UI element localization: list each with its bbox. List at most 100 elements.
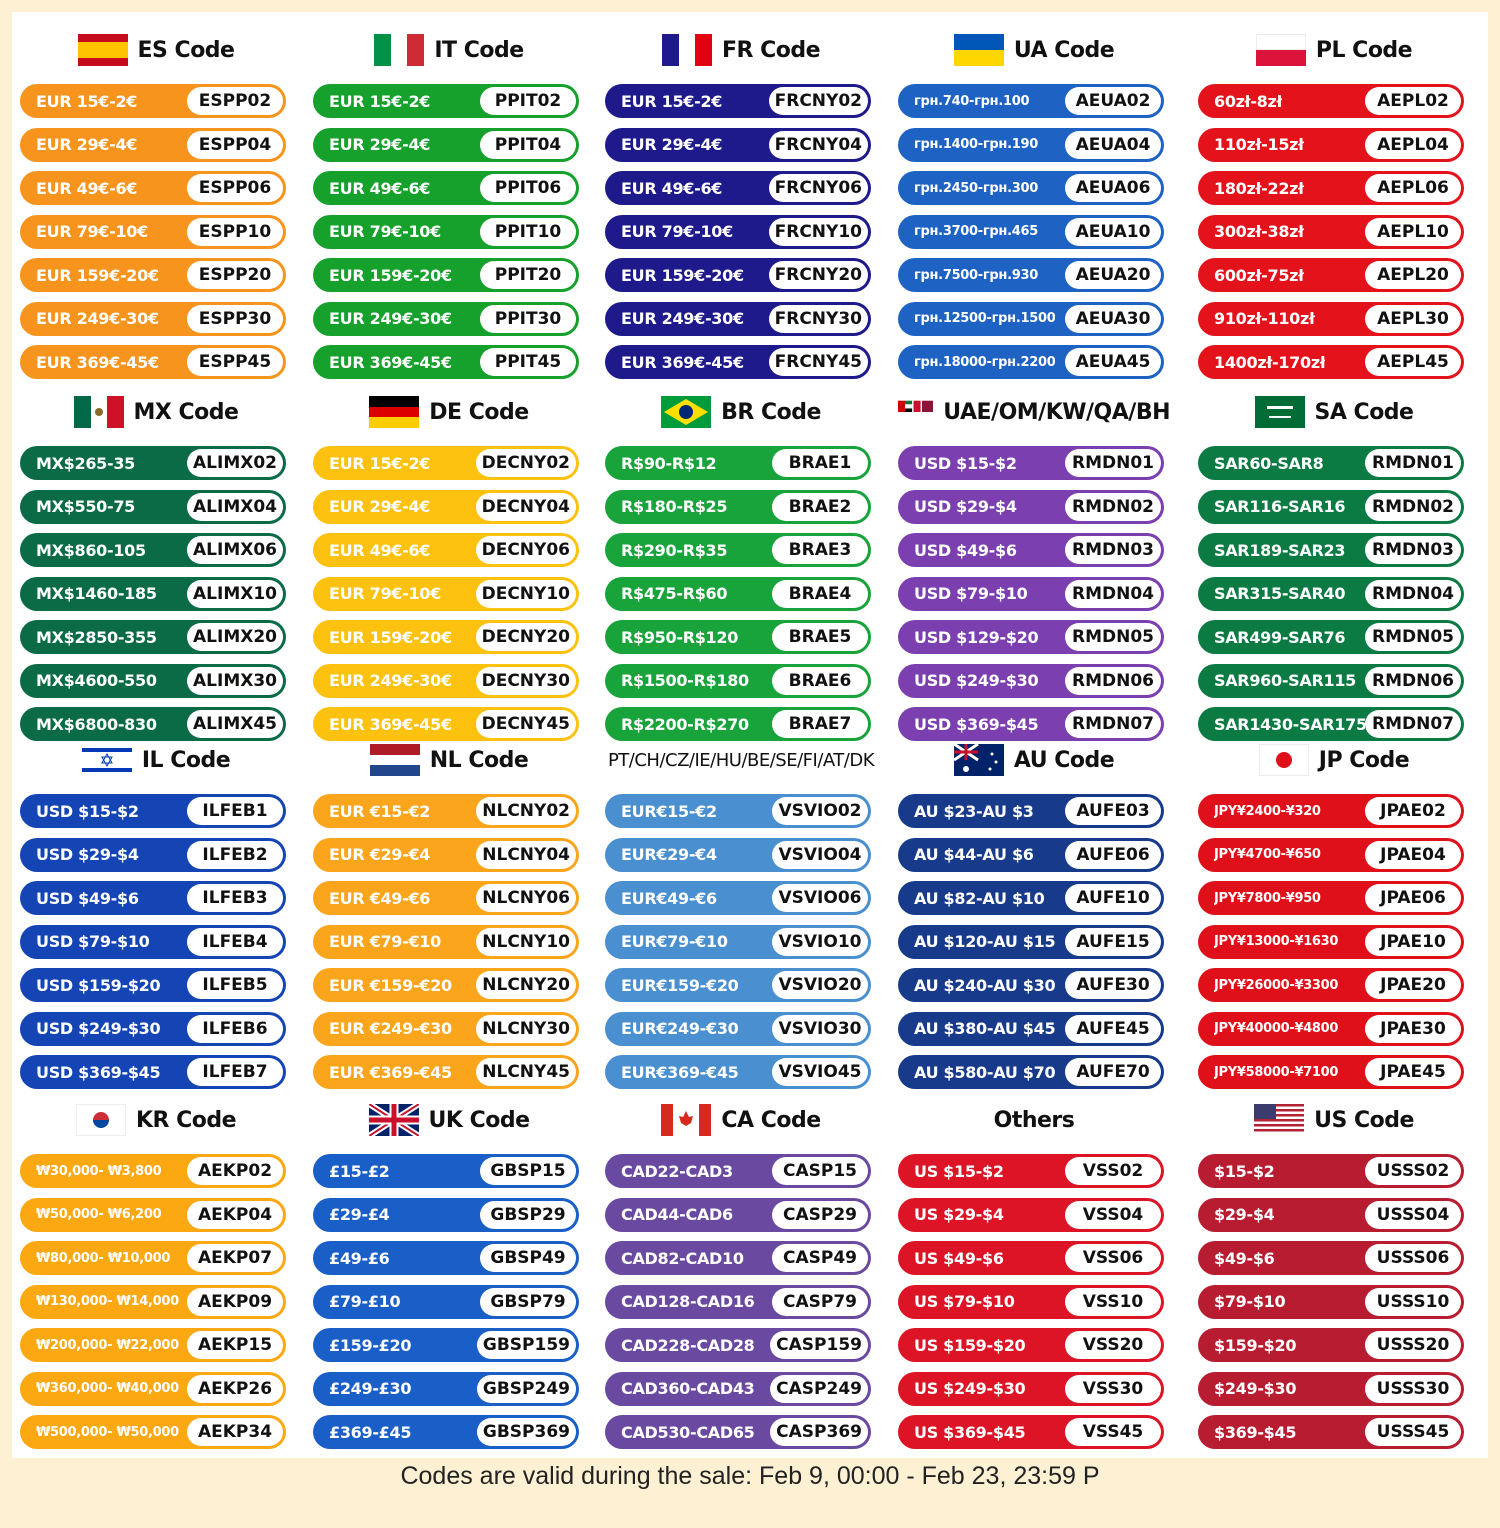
coupon-code[interactable]: CASP29 (772, 1200, 868, 1229)
coupon-code[interactable]: ESPP04 (187, 130, 283, 159)
coupon-code[interactable]: VSVIO02 (772, 797, 868, 825)
coupon-code[interactable]: USSS20 (1365, 1331, 1461, 1359)
coupon-code[interactable]: USSS10 (1365, 1287, 1461, 1316)
coupon-code[interactable]: JPAE06 (1365, 884, 1461, 912)
coupon-code[interactable]: VSS04 (1065, 1200, 1161, 1229)
coupon-code[interactable]: PPIT02 (480, 87, 576, 115)
coupon-code[interactable]: FRCNY20 (768, 261, 868, 289)
coupon-code[interactable]: AEKP07 (187, 1244, 283, 1272)
coupon-code[interactable]: ILFEB1 (187, 797, 283, 825)
coupon-code[interactable]: VSS20 (1065, 1331, 1161, 1359)
coupon-code[interactable]: AEKP26 (187, 1374, 283, 1403)
coupon-code[interactable]: AEKP04 (187, 1200, 283, 1229)
coupon-code[interactable]: DECNY02 (475, 449, 576, 477)
coupon-code[interactable]: GBSP79 (480, 1287, 576, 1316)
coupon-code[interactable]: BRAE2 (772, 492, 868, 521)
coupon-code[interactable]: BRAE1 (772, 449, 868, 477)
coupon-code[interactable]: AEKP09 (187, 1287, 283, 1316)
coupon-code[interactable]: PPIT06 (480, 174, 576, 202)
coupon-code[interactable]: CASP249 (770, 1374, 868, 1403)
coupon-code[interactable]: RMDN01 (1065, 449, 1161, 477)
coupon-code[interactable]: AEPL20 (1365, 261, 1461, 289)
coupon-code[interactable]: RMDN07 (1365, 710, 1461, 738)
coupon-code[interactable]: BRAE5 (772, 623, 868, 651)
coupon-code[interactable]: RMDN03 (1065, 536, 1161, 564)
coupon-code[interactable]: RMDN02 (1065, 492, 1161, 521)
coupon-code[interactable]: DECNY06 (475, 536, 576, 564)
coupon-code[interactable]: AUFE30 (1065, 971, 1161, 999)
coupon-code[interactable]: RMDN04 (1065, 579, 1161, 608)
coupon-code[interactable]: NLCNY10 (476, 927, 576, 956)
coupon-code[interactable]: AEUA02 (1065, 87, 1161, 115)
coupon-code[interactable]: FRCNY06 (768, 174, 868, 202)
coupon-code[interactable]: VSVIO10 (772, 927, 868, 956)
coupon-code[interactable]: AEPL02 (1365, 87, 1461, 115)
coupon-code[interactable]: VSVIO20 (772, 971, 868, 999)
coupon-code[interactable]: GBSP369 (476, 1418, 576, 1446)
coupon-code[interactable]: ALIMX02 (187, 449, 283, 477)
coupon-code[interactable]: NLCNY45 (476, 1058, 576, 1086)
coupon-code[interactable]: VSVIO45 (772, 1058, 868, 1086)
coupon-code[interactable]: FRCNY30 (768, 304, 868, 333)
coupon-code[interactable]: CASP369 (770, 1418, 868, 1446)
coupon-code[interactable]: AUFE10 (1065, 884, 1161, 912)
coupon-code[interactable]: ESPP20 (187, 261, 283, 289)
coupon-code[interactable]: AUFE03 (1065, 797, 1161, 825)
coupon-code[interactable]: DECNY30 (475, 666, 576, 695)
coupon-code[interactable]: ILFEB7 (187, 1058, 283, 1086)
coupon-code[interactable]: BRAE6 (772, 666, 868, 695)
coupon-code[interactable]: AUFE15 (1065, 927, 1161, 956)
coupon-code[interactable]: RMDN07 (1065, 710, 1161, 738)
coupon-code[interactable]: ALIMX30 (187, 666, 283, 695)
coupon-code[interactable]: PPIT04 (480, 130, 576, 159)
coupon-code[interactable]: AEPL06 (1365, 174, 1461, 202)
coupon-code[interactable]: RMDN06 (1365, 666, 1461, 695)
coupon-code[interactable]: ALIMX20 (187, 623, 283, 651)
coupon-code[interactable]: ESPP02 (187, 87, 283, 115)
coupon-code[interactable]: PPIT20 (480, 261, 576, 289)
coupon-code[interactable]: CASP49 (772, 1244, 868, 1272)
coupon-code[interactable]: FRCNY04 (768, 130, 868, 159)
coupon-code[interactable]: FRCNY10 (768, 217, 868, 246)
coupon-code[interactable]: VSVIO04 (772, 840, 868, 869)
coupon-code[interactable]: BRAE7 (772, 710, 868, 738)
coupon-code[interactable]: JPAE45 (1365, 1058, 1461, 1086)
coupon-code[interactable]: USSS45 (1365, 1418, 1461, 1446)
coupon-code[interactable]: AEUA30 (1065, 304, 1161, 333)
coupon-code[interactable]: PPIT10 (480, 217, 576, 246)
coupon-code[interactable]: DECNY04 (475, 492, 576, 521)
coupon-code[interactable]: ILFEB3 (187, 884, 283, 912)
coupon-code[interactable]: JPAE20 (1365, 971, 1461, 999)
coupon-code[interactable]: AUFE06 (1065, 840, 1161, 869)
coupon-code[interactable]: ALIMX04 (187, 492, 283, 521)
coupon-code[interactable]: FRCNY45 (768, 348, 868, 376)
coupon-code[interactable]: CASP15 (772, 1157, 868, 1185)
coupon-code[interactable]: ESPP10 (187, 217, 283, 246)
coupon-code[interactable]: AEPL10 (1365, 217, 1461, 246)
coupon-code[interactable]: ILFEB2 (187, 840, 283, 869)
coupon-code[interactable]: DECNY45 (475, 710, 576, 738)
coupon-code[interactable]: VSVIO30 (772, 1014, 868, 1043)
coupon-code[interactable]: ALIMX45 (187, 710, 283, 738)
coupon-code[interactable]: AEPL30 (1365, 304, 1461, 333)
coupon-code[interactable]: RMDN04 (1365, 579, 1461, 608)
coupon-code[interactable]: NLCNY30 (476, 1014, 576, 1043)
coupon-code[interactable]: GBSP15 (480, 1157, 576, 1185)
coupon-code[interactable]: BRAE4 (772, 579, 868, 608)
coupon-code[interactable]: USSS06 (1365, 1244, 1461, 1272)
coupon-code[interactable]: ESPP45 (187, 348, 283, 376)
coupon-code[interactable]: PPIT30 (480, 304, 576, 333)
coupon-code[interactable]: GBSP159 (476, 1331, 576, 1359)
coupon-code[interactable]: RMDN02 (1365, 492, 1461, 521)
coupon-code[interactable]: NLCNY04 (476, 840, 576, 869)
coupon-code[interactable]: VSS30 (1065, 1374, 1161, 1403)
coupon-code[interactable]: VSS10 (1065, 1287, 1161, 1316)
coupon-code[interactable]: NLCNY06 (476, 884, 576, 912)
coupon-code[interactable]: ILFEB4 (187, 927, 283, 956)
coupon-code[interactable]: JPAE02 (1365, 797, 1461, 825)
coupon-code[interactable]: RMDN03 (1365, 536, 1461, 564)
coupon-code[interactable]: GBSP49 (480, 1244, 576, 1272)
coupon-code[interactable]: FRCNY02 (768, 87, 868, 115)
coupon-code[interactable]: ESPP06 (187, 174, 283, 202)
coupon-code[interactable]: GBSP249 (476, 1374, 576, 1403)
